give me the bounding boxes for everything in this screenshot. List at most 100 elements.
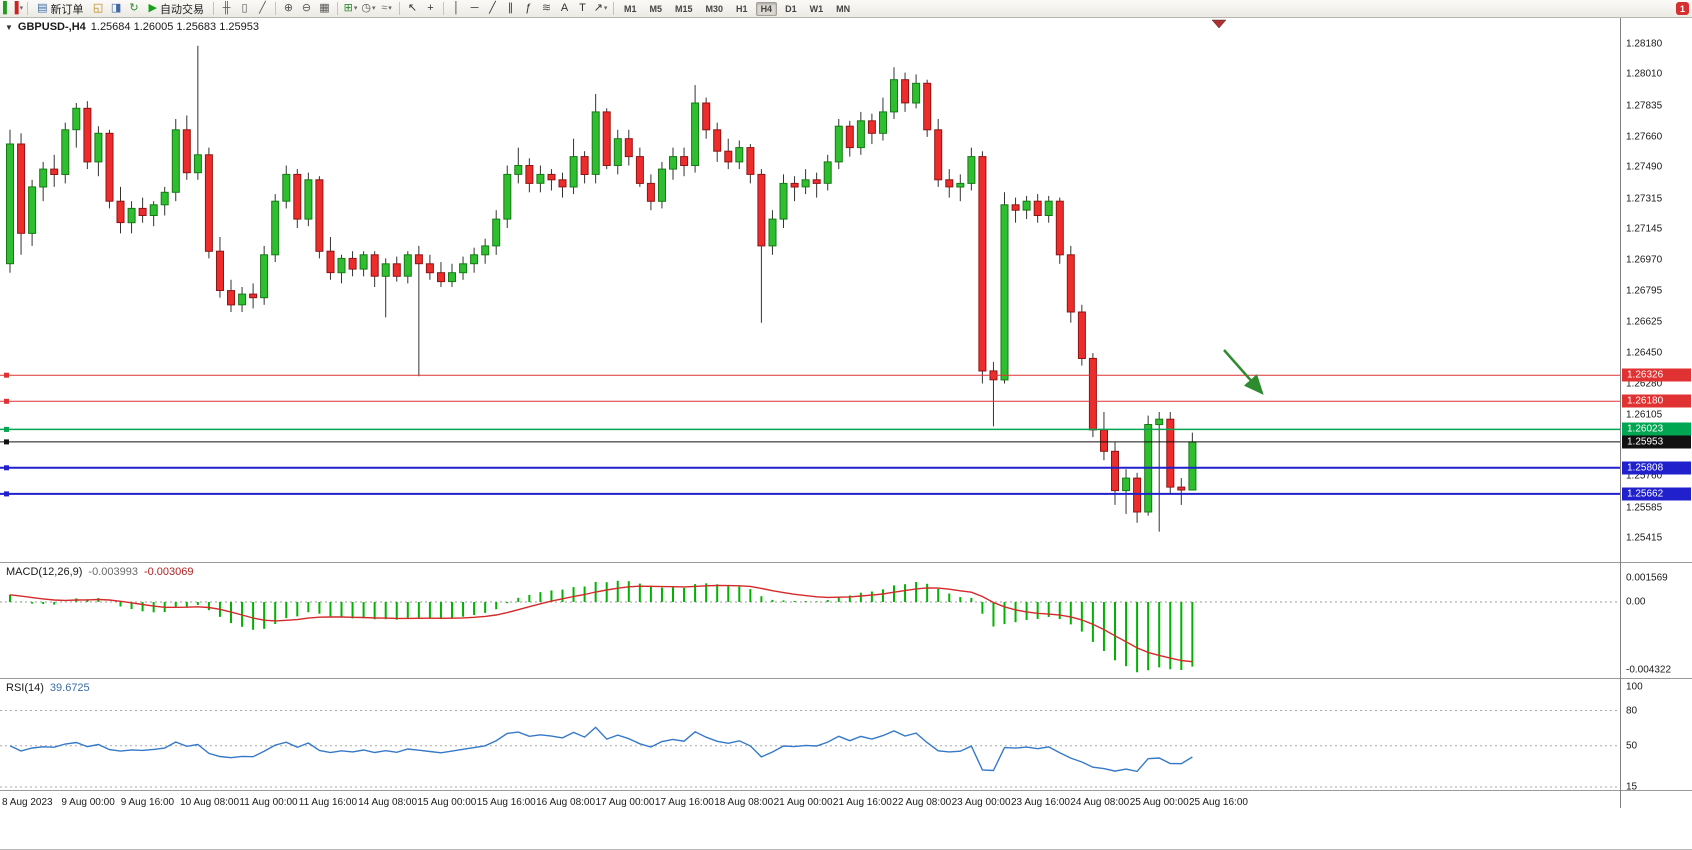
vertical-line-icon[interactable]: │ [448, 1, 465, 16]
profiles-icon[interactable]: ◷ ▾ [360, 1, 377, 16]
chart-title: ▼ GBPUSD-,H4 1.25684 1.26005 1.25683 1.2… [5, 21, 259, 33]
shapes-icon[interactable]: ≋ [538, 1, 555, 16]
price-line-badge: 1.25662 [1622, 487, 1691, 501]
macd-indicator-pane[interactable] [0, 563, 1620, 678]
candlestick-chart[interactable] [0, 18, 1620, 562]
toolbar: ▌ ▐ ▾ ▤ 新订单 ◱ ◨ ↻ ▶ 自动交易 ╫ ▯ ╱ ⊕ ⊖ ▦ ⊞ ▾ ◷ ▾ ≈ ▾ ↖ + │ ─ ╱ ∥ ƒ ≋ A T ↗ ▾ M… [0, 0, 1692, 18]
arrows-tool-icon[interactable]: ↗ ▾ [592, 1, 609, 16]
text-icon: A [560, 2, 569, 14]
rsi-indicator-pane[interactable] [0, 679, 1620, 790]
collapse-arrow-icon[interactable]: ▼ [5, 22, 13, 32]
price-axis-label: 1.26450 [1626, 347, 1663, 359]
toolbar-separator [442, 2, 444, 15]
autotrading-button[interactable]: ▶ 自动交易 [144, 1, 209, 16]
chart-symbol-timeframe: GBPUSD-,H4 [17, 21, 86, 33]
tile-windows-icon[interactable]: ▦ [316, 1, 333, 16]
time-axis-label: 15 Aug 16:00 [476, 797, 536, 808]
candlestick-chart-icon: ▯ [241, 2, 248, 14]
macd-axis-label: -0.004322 [1626, 664, 1672, 675]
new-chart-icon: ⊞ [343, 2, 353, 14]
autotrading-icon: ▶ [148, 2, 157, 14]
price-axis-label: 1.26625 [1626, 316, 1663, 328]
dropdown-arrow-icon: ▾ [388, 5, 392, 12]
pane-divider[interactable] [0, 678, 1692, 679]
candlestick-chart-icon[interactable]: ▯ [236, 1, 253, 16]
time-axis-label: 25 Aug 00:00 [1129, 797, 1189, 808]
time-axis-label: 16 Aug 08:00 [536, 797, 596, 808]
cursor-icon[interactable]: ↖ [404, 1, 421, 16]
channel-icon[interactable]: ∥ [502, 1, 519, 16]
data-window-icon[interactable]: ◨ [108, 1, 125, 16]
time-axis-label: 18 Aug 08:00 [714, 797, 774, 808]
macd-axis-label: 0.00 [1626, 596, 1646, 608]
new-chart-icon[interactable]: ⊞ ▾ [342, 1, 359, 16]
chart-window[interactable]: ▼ GBPUSD-,H4 1.25684 1.26005 1.25683 1.2… [0, 18, 1692, 850]
bar-chart-icon[interactable]: ╫ [218, 1, 235, 16]
time-axis-label: 17 Aug 16:00 [654, 797, 714, 808]
timeframe-d1[interactable]: D1 [785, 3, 797, 14]
chart-symbol-icon[interactable]: ▌ ▐ ▾ [3, 1, 23, 16]
chart-ohlc-values: 1.25684 1.26005 1.25683 1.25953 [90, 21, 259, 33]
horizontal-line-icon: ─ [470, 2, 479, 14]
toolbar-separator [212, 2, 214, 15]
price-axis-label: 1.27835 [1626, 100, 1663, 112]
price-axis-label: 1.27145 [1626, 223, 1663, 235]
timeframe-mn[interactable]: MN [836, 3, 851, 14]
rsi-axis-label: 80 [1626, 705, 1638, 716]
cursor-icon: ↖ [407, 2, 418, 14]
timeframe-w1[interactable]: W1 [809, 3, 824, 14]
dropdown-arrow-icon: ▾ [372, 5, 376, 12]
chart-symbol-icon-2: ▐ [10, 2, 19, 14]
time-axis-label: 11 Aug 16:00 [298, 797, 357, 808]
timeframe-m15[interactable]: M15 [675, 3, 693, 14]
rsi-value: 39.6725 [49, 682, 90, 694]
channel-icon: ∥ [507, 2, 514, 14]
pane-divider [0, 790, 1692, 791]
dropdown-arrow-icon: ▾ [19, 5, 24, 12]
time-axis-label: 24 Aug 08:00 [1070, 797, 1130, 808]
price-axis[interactable]: 1.28180 1.28010 1.27835 1.27660 1.27490 1.273… [1620, 18, 1692, 808]
line-chart-icon[interactable]: ╱ [254, 1, 271, 16]
time-axis[interactable]: 8 Aug 2023 9 Aug 00:00 9 Aug 16:00 10 Aug 0… [0, 791, 1620, 815]
arrows-tool-icon: ↗ [593, 2, 603, 14]
indicators-icon: ≈ [381, 2, 388, 14]
timeframe-h4[interactable]: H4 [755, 1, 778, 16]
timeframe-m30[interactable]: M30 [705, 3, 724, 14]
navigator-refresh-icon[interactable]: ↻ [126, 1, 143, 16]
market-watch-icon[interactable]: ◱ [90, 1, 107, 16]
alert-badge[interactable]: 1 [1676, 2, 1689, 15]
toolbar-separator [612, 2, 614, 15]
timeframe-m1[interactable]: M1 [623, 3, 637, 14]
zoom-in-icon: ⊕ [283, 2, 294, 14]
macd-axis-label: 0.001569 [1626, 572, 1668, 583]
macd-indicator-label: MACD(12,26,9) -0.003993 -0.003069 [6, 566, 194, 578]
timeframe-h1[interactable]: H1 [736, 3, 748, 14]
price-axis-label: 1.27315 [1626, 193, 1663, 204]
crosshair-icon: + [427, 2, 434, 14]
zoom-out-icon: ⊖ [301, 2, 312, 14]
fibonacci-icon[interactable]: ƒ [520, 1, 537, 16]
timeframe-m5[interactable]: M5 [649, 3, 663, 14]
trendline-icon[interactable]: ╱ [484, 1, 501, 16]
time-axis-label: 11 Aug 00:00 [239, 797, 298, 808]
price-axis-label: 1.27490 [1626, 161, 1663, 173]
zoom-in-icon[interactable]: ⊕ [280, 1, 297, 16]
profiles-icon: ◷ [361, 2, 372, 14]
text-icon[interactable]: A [556, 1, 573, 16]
macd-name: MACD(12,26,9) [6, 566, 83, 578]
time-axis-label: 9 Aug 16:00 [120, 797, 175, 808]
price-line-badge: 1.26180 [1622, 394, 1691, 408]
time-axis-label: 22 Aug 08:00 [892, 797, 952, 808]
text-label-icon[interactable]: T [574, 1, 591, 16]
price-axis-label: 1.26970 [1626, 254, 1663, 266]
dropdown-arrow-icon: ▾ [353, 5, 358, 12]
time-axis-label: 14 Aug 08:00 [358, 797, 418, 808]
tile-windows-icon: ▦ [319, 2, 330, 14]
zoom-out-icon[interactable]: ⊖ [298, 1, 315, 16]
toolbar-separator [336, 2, 338, 15]
pane-divider[interactable] [0, 562, 1692, 563]
crosshair-icon[interactable]: + [422, 1, 439, 16]
indicators-icon[interactable]: ≈ ▾ [378, 1, 395, 16]
horizontal-line-icon[interactable]: ─ [466, 1, 483, 16]
new-order-button[interactable]: ▤ 新订单 [32, 1, 88, 16]
